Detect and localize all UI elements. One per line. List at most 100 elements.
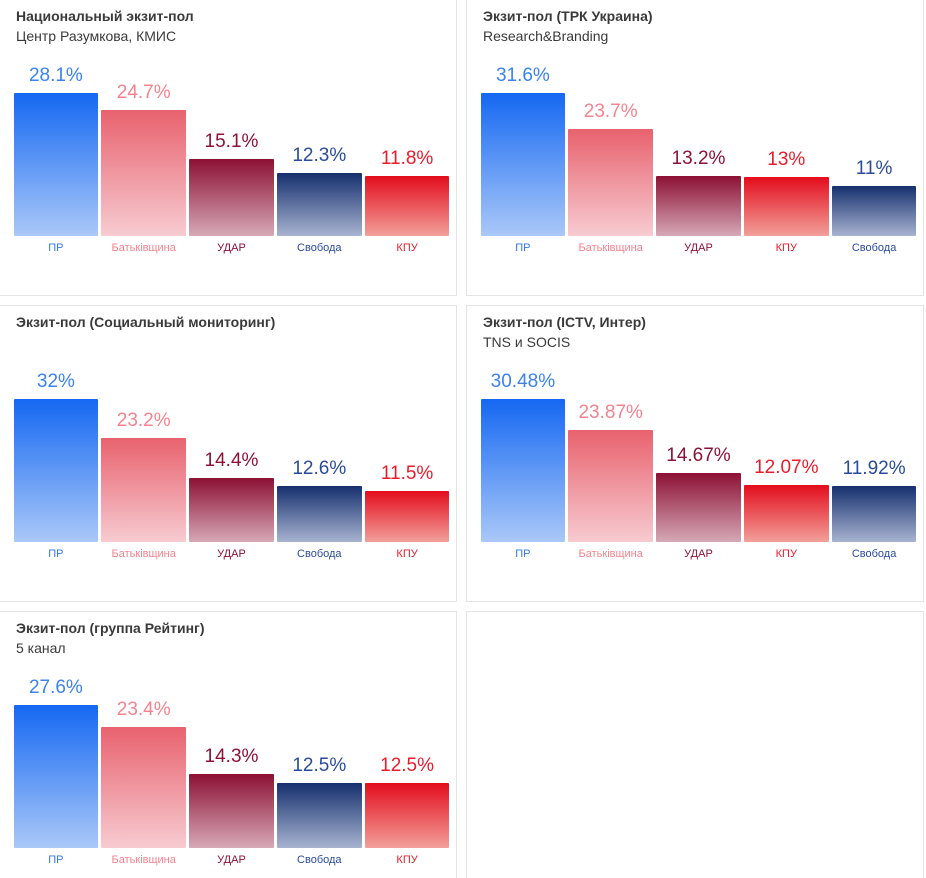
- category-axis: ПР Батьківщина УДАР КПУ Свобода: [479, 548, 918, 560]
- chart-title: Экзит-пол (ТРК Украина): [483, 8, 653, 24]
- bar-value-label: 13%: [767, 149, 806, 171]
- bar-bat: [101, 438, 187, 542]
- bar-column-udar: 13.2%: [655, 54, 743, 236]
- bar-kpu: [364, 490, 450, 542]
- category-label-pr: ПР: [515, 548, 531, 560]
- bar-column-udar: 14.67%: [655, 360, 743, 542]
- bar-column-udar: 15.1%: [188, 54, 276, 236]
- bar-column-bat: 23.7%: [567, 54, 655, 236]
- category-label-pr: ПР: [48, 854, 64, 866]
- category-axis: ПР Батьківщина УДАР Свобода КПУ: [12, 548, 451, 560]
- bar-pr: [13, 399, 99, 542]
- bar-kpu: [743, 485, 829, 542]
- bar-column-bat: 23.2%: [100, 360, 188, 542]
- bar-column-bat: 23.4%: [100, 666, 188, 848]
- bar-value-label: 12.3%: [292, 145, 347, 167]
- chart-title: Экзит-пол (Социальный мониторинг): [16, 314, 276, 330]
- bar-value-label: 15.1%: [204, 131, 259, 153]
- category-label-kpu: КПУ: [396, 242, 418, 254]
- bar-plot-area: 27.6% 23.4% 14.3% 12.5% 12.5%: [12, 666, 451, 848]
- bar-column-kpu: 11.8%: [363, 54, 451, 236]
- bar-column-svoboda: 11%: [830, 54, 918, 236]
- chart-subtitle: 5 канал: [16, 640, 66, 656]
- bar-plot-area: 32% 23.2% 14.4% 12.6% 11.5%: [12, 360, 451, 542]
- bar-value-label: 31.6%: [495, 65, 550, 86]
- bar-value-label: 23.4%: [116, 698, 171, 720]
- bar-value-label: 12.5%: [380, 755, 435, 777]
- bar-pr: [480, 93, 566, 236]
- bar-value-label: 12.5%: [292, 755, 347, 777]
- chart-title: Национальный экзит-пол: [16, 8, 194, 24]
- bar-value-label: 11.5%: [380, 462, 434, 484]
- category-axis: ПР Батьківщина УДАР Свобода КПУ: [12, 242, 451, 254]
- category-axis: ПР Батьківщина УДАР КПУ Свобода: [479, 242, 918, 254]
- bar-udar: [189, 477, 274, 542]
- bar-value-label: 12.07%: [754, 457, 819, 479]
- bar-svoboda: [276, 173, 362, 236]
- bar-column-svoboda: 12.6%: [275, 360, 363, 542]
- bar-plot-area: 28.1% 24.7% 15.1% 12.3% 11.8%: [12, 54, 451, 236]
- exit-poll-panel-rating-group: Экзит-пол (группа Рейтинг) 5 канал 27.6% 23…: [0, 611, 457, 878]
- bar-udar: [656, 473, 741, 542]
- chart-subtitle: TNS и SOCIS: [483, 334, 571, 350]
- bar-column-bat: 24.7%: [100, 54, 188, 236]
- chart-title: Экзит-пол (ICTV, Интер): [483, 314, 646, 330]
- bar-value-label: 11%: [855, 158, 893, 180]
- bar-udar: [189, 773, 274, 848]
- category-label-bat: Батьківщина: [111, 548, 176, 560]
- bar-value-label: 11.8%: [380, 148, 434, 169]
- chart-subtitle: Research&Branding: [483, 28, 609, 44]
- bar-value-label: 12.6%: [292, 457, 347, 479]
- category-label-svoboda: Свобода: [297, 242, 342, 254]
- category-label-bat: Батьківщина: [111, 242, 176, 254]
- category-axis: ПР Батьківщина УДАР Свобода КПУ: [12, 854, 451, 866]
- bar-pr: [13, 93, 99, 236]
- bar-column-svoboda: 12.3%: [275, 54, 363, 236]
- bar-udar: [189, 159, 274, 236]
- bar-column-pr: 31.6%: [479, 54, 567, 236]
- category-label-kpu: КПУ: [396, 548, 418, 560]
- bar-value-label: 24.7%: [116, 82, 171, 104]
- category-label-svoboda: Свобода: [851, 242, 897, 254]
- bar-value-label: 30.48%: [490, 371, 556, 392]
- bar-column-kpu: 13%: [742, 54, 830, 236]
- bar-column-udar: 14.3%: [188, 666, 276, 848]
- bar-bat: [568, 430, 654, 542]
- bar-column-udar: 14.4%: [188, 360, 276, 542]
- category-label-bat: Батьківщина: [578, 548, 643, 560]
- exit-poll-panel-trk-ukraina: Экзит-пол (ТРК Украина) Research&Branding…: [466, 0, 924, 296]
- category-label-udar: УДАР: [217, 548, 246, 560]
- bar-value-label: 14.3%: [204, 745, 259, 767]
- exit-poll-panel-ictv-inter: Экзит-пол (ICTV, Интер) TNS и SOCIS 30.48%…: [466, 305, 924, 602]
- category-label-pr: ПР: [515, 242, 531, 254]
- bar-column-kpu: 12.5%: [363, 666, 451, 848]
- bar-column-pr: 27.6%: [12, 666, 100, 848]
- category-label-svoboda: Свобода: [297, 854, 342, 866]
- bar-kpu: [364, 176, 450, 236]
- bar-svoboda: [276, 485, 362, 542]
- bar-column-pr: 28.1%: [12, 54, 100, 236]
- bar-value-label: 32%: [36, 371, 75, 392]
- bar-value-label: 28.1%: [28, 65, 83, 86]
- bar-column-pr: 32%: [12, 360, 100, 542]
- bar-bat: [568, 128, 654, 236]
- category-label-udar: УДАР: [217, 242, 246, 254]
- bar-value-label: 13.2%: [671, 148, 726, 170]
- bar-value-label: 23.7%: [583, 100, 638, 122]
- category-label-bat: Батьківщина: [578, 242, 643, 254]
- bar-plot-area: 30.48% 23.87% 14.67% 12.07% 11.92%: [479, 360, 918, 542]
- bar-column-kpu: 12.07%: [742, 360, 830, 542]
- category-label-udar: УДАР: [684, 242, 713, 254]
- bar-column-kpu: 11.5%: [363, 360, 451, 542]
- bar-column-svoboda: 11.92%: [830, 360, 918, 542]
- empty-panel: [466, 611, 924, 878]
- category-label-kpu: КПУ: [775, 548, 797, 560]
- bar-column-bat: 23.87%: [567, 360, 655, 542]
- bar-svoboda: [831, 486, 917, 542]
- category-label-udar: УДАР: [217, 854, 246, 866]
- chart-title: Экзит-пол (группа Рейтинг): [16, 620, 205, 636]
- bar-bat: [101, 726, 187, 848]
- bar-plot-area: 31.6% 23.7% 13.2% 13% 11%: [479, 54, 918, 236]
- exit-poll-panel-national: Национальный экзит-пол Центр Разумкова, К…: [0, 0, 457, 296]
